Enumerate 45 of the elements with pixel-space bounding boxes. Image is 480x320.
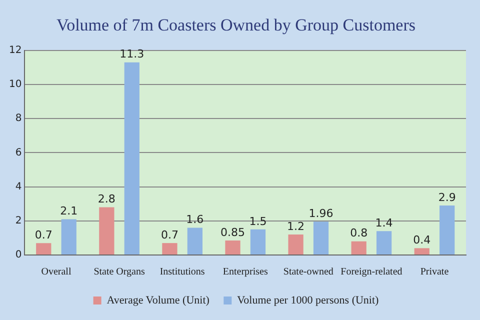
data-label: 2.8 bbox=[98, 192, 116, 206]
bar bbox=[351, 241, 366, 254]
x-tick-label: Foreign-related bbox=[340, 266, 402, 278]
data-label: 2.1 bbox=[60, 204, 78, 218]
bar bbox=[187, 228, 202, 254]
data-label: 0.85 bbox=[220, 226, 246, 239]
data-label: 1.96 bbox=[308, 206, 334, 220]
y-tick-label: 4 bbox=[15, 181, 22, 192]
data-label: 1.4 bbox=[375, 216, 393, 230]
bar bbox=[376, 231, 392, 254]
legend-label: Average Volume (Unit) bbox=[106, 294, 210, 306]
bar bbox=[250, 229, 266, 254]
bar bbox=[162, 243, 178, 254]
y-tick-label: 6 bbox=[15, 147, 22, 158]
y-tick-label: 12 bbox=[8, 44, 22, 56]
data-label: 0.4 bbox=[413, 234, 431, 247]
bar bbox=[36, 243, 52, 254]
x-tick-label: Private bbox=[420, 266, 450, 278]
bar bbox=[99, 207, 114, 254]
legend-label: Volume per 1000 persons (Unit) bbox=[237, 294, 380, 306]
y-tick-label: 0 bbox=[15, 250, 22, 261]
bar bbox=[440, 206, 455, 254]
data-label: 1.2 bbox=[287, 220, 305, 233]
data-label: 0.8 bbox=[350, 226, 368, 240]
bar bbox=[313, 222, 329, 254]
x-tick-label: Overall bbox=[41, 266, 72, 278]
x-tick-label: Enterprises bbox=[222, 266, 268, 278]
data-label: 1.5 bbox=[249, 214, 267, 228]
bar bbox=[288, 234, 304, 254]
chart-title: Volume of 7m Coasters Owned by Group Customers bbox=[56, 16, 416, 35]
data-label: 1.6 bbox=[186, 213, 204, 226]
data-label: 2.9 bbox=[438, 190, 456, 204]
x-tick-label: State-owned bbox=[283, 266, 334, 278]
data-label: 0.7 bbox=[160, 228, 178, 242]
bar bbox=[414, 248, 430, 254]
x-tick-label: State Organs bbox=[94, 266, 145, 278]
x-tick-label: Institutions bbox=[160, 266, 205, 278]
y-tick-label: 8 bbox=[15, 113, 22, 124]
y-tick-label: 10 bbox=[8, 79, 22, 90]
bar bbox=[61, 219, 76, 254]
y-tick-label: 2 bbox=[15, 215, 22, 226]
bar bbox=[124, 62, 140, 254]
data-label: 11.3 bbox=[120, 48, 144, 61]
bar bbox=[225, 240, 240, 254]
data-label: 0.7 bbox=[34, 228, 52, 242]
